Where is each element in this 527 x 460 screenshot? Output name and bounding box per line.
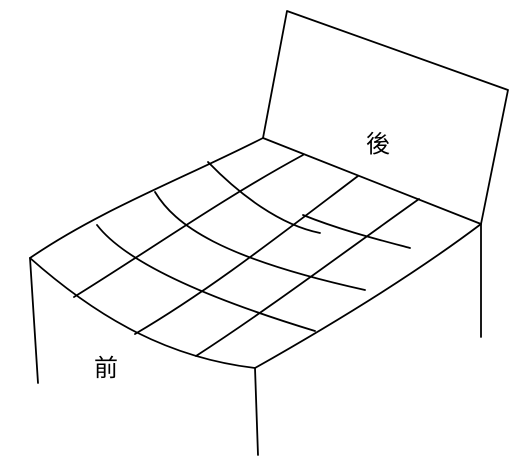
grid-line-a3	[96, 224, 316, 332]
chair-outline	[29, 10, 509, 456]
seat-right-edge	[254, 223, 482, 369]
seat-left-edge	[29, 137, 264, 259]
grid-line-b1	[73, 154, 304, 298]
seat-back-edge	[262, 137, 482, 225]
grid-line-a2	[154, 191, 366, 291]
front-label: 前	[94, 354, 118, 382]
grid-line-b3	[195, 198, 420, 357]
grid-line-b2	[134, 175, 359, 335]
grid-line-a4	[302, 214, 411, 249]
grid-line-a1	[207, 161, 321, 234]
backrest-outline	[262, 10, 509, 225]
front-left-leg	[29, 257, 39, 384]
front-right-leg	[254, 367, 259, 456]
seat-grid	[73, 154, 420, 357]
back-label: 後	[366, 130, 390, 158]
seat-front-edge	[29, 257, 256, 369]
